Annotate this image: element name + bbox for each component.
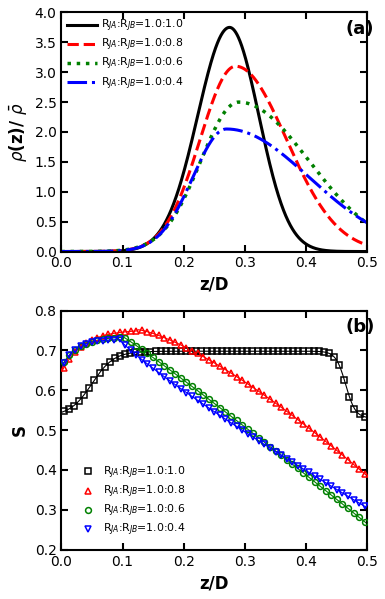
R$_{JA}$:R$_{JB}$=1.0:0.8 bbox=[300, 170, 305, 177]
R$_{JA}$:R$_{JB}$=1.0:0.4 bbox=[362, 503, 367, 510]
R$_{JA}$:R$_{JB}$=1.0:0.6 bbox=[139, 346, 144, 353]
R$_{JA}$:R$_{JB}$=1.0:0.8 bbox=[95, 334, 100, 341]
R$_{JA}$:R$_{JB}$=1.0:0.4 bbox=[62, 360, 66, 367]
Text: (a): (a) bbox=[346, 20, 374, 38]
R$_{JA}$:R$_{JB}$=1.0:0.8 bbox=[62, 364, 66, 371]
R$_{JA}$:R$_{JB}$=1.0:0.8 bbox=[179, 341, 183, 349]
R$_{JA}$:R$_{JB}$=1.0:0.6 bbox=[62, 359, 66, 366]
R$_{JA}$:R$_{JB}$=1.0:0.6 bbox=[208, 135, 213, 143]
Text: (b): (b) bbox=[346, 317, 375, 335]
R$_{JA}$:R$_{JB}$=1.0:0.6 bbox=[199, 155, 204, 162]
R$_{JA}$:R$_{JB}$=1.0:0.6 bbox=[179, 374, 183, 382]
R$_{JA}$:R$_{JB}$=1.0:1.0 bbox=[138, 349, 142, 356]
Line: R$_{JA}$:R$_{JB}$=1.0:0.6: R$_{JA}$:R$_{JB}$=1.0:0.6 bbox=[61, 102, 367, 252]
Line: R$_{JA}$:R$_{JB}$=1.0:1.0: R$_{JA}$:R$_{JB}$=1.0:1.0 bbox=[61, 348, 368, 420]
X-axis label: z/D: z/D bbox=[199, 276, 229, 294]
R$_{JA}$:R$_{JB}$=1.0:0.4 bbox=[75, 248, 79, 255]
R$_{JA}$:R$_{JB}$=1.0:0.8 bbox=[208, 105, 213, 113]
R$_{JA}$:R$_{JB}$=1.0:1.0 bbox=[365, 248, 370, 255]
R$_{JA}$:R$_{JB}$=1.0:1.0 bbox=[227, 24, 232, 31]
R$_{JA}$:R$_{JB}$=1.0:0.8 bbox=[335, 447, 339, 454]
R$_{JA}$:R$_{JB}$=1.0:0.6 bbox=[300, 149, 305, 156]
R$_{JA}$:R$_{JB}$=1.0:1.0 bbox=[300, 238, 305, 245]
R$_{JA}$:R$_{JB}$=1.0:1.0 bbox=[75, 248, 79, 255]
R$_{JA}$:R$_{JB}$=1.0:0.6 bbox=[75, 248, 79, 255]
R$_{JA}$:R$_{JB}$=1.0:0.8 bbox=[365, 241, 370, 249]
R$_{JA}$:R$_{JB}$=1.0:0.8 bbox=[75, 248, 79, 255]
R$_{JA}$:R$_{JB}$=1.0:0.4 bbox=[117, 336, 122, 343]
R$_{JA}$:R$_{JB}$=1.0:1.0 bbox=[362, 413, 367, 420]
R$_{JA}$:R$_{JB}$=1.0:0.4 bbox=[224, 125, 229, 132]
Line: R$_{JA}$:R$_{JB}$=1.0:0.8: R$_{JA}$:R$_{JB}$=1.0:0.8 bbox=[61, 66, 367, 252]
R$_{JA}$:R$_{JB}$=1.0:0.8 bbox=[139, 326, 144, 334]
R$_{JA}$:R$_{JB}$=1.0:0.8 bbox=[117, 329, 122, 336]
Y-axis label: $\rho$(z)/ $\bar{\rho}$: $\rho$(z)/ $\bar{\rho}$ bbox=[7, 102, 29, 162]
R$_{JA}$:R$_{JB}$=1.0:1.0 bbox=[208, 62, 213, 69]
X-axis label: z/D: z/D bbox=[199, 574, 229, 592]
R$_{JA}$:R$_{JB}$=1.0:1.0 bbox=[260, 347, 265, 355]
R$_{JA}$:R$_{JB}$=1.0:1.0 bbox=[59, 248, 64, 255]
R$_{JA}$:R$_{JB}$=1.0:0.6 bbox=[365, 220, 370, 227]
R$_{JA}$:R$_{JB}$=1.0:0.6 bbox=[59, 248, 64, 255]
R$_{JA}$:R$_{JB}$=1.0:0.6 bbox=[335, 496, 339, 503]
R$_{JA}$:R$_{JB}$=1.0:1.0 bbox=[148, 348, 153, 355]
R$_{JA}$:R$_{JB}$=1.0:0.6 bbox=[95, 337, 100, 344]
R$_{JA}$:R$_{JB}$=1.0:0.4 bbox=[300, 168, 305, 175]
R$_{JA}$:R$_{JB}$=1.0:0.4 bbox=[179, 385, 183, 392]
R$_{JA}$:R$_{JB}$=1.0:0.4 bbox=[95, 338, 100, 345]
R$_{JA}$:R$_{JB}$=1.0:0.8 bbox=[233, 63, 238, 70]
Line: R$_{JA}$:R$_{JB}$=1.0:0.8: R$_{JA}$:R$_{JB}$=1.0:0.8 bbox=[61, 328, 368, 477]
R$_{JA}$:R$_{JB}$=1.0:0.8 bbox=[59, 248, 64, 255]
R$_{JA}$:R$_{JB}$=1.0:1.0 bbox=[199, 94, 204, 101]
R$_{JA}$:R$_{JB}$=1.0:0.4 bbox=[208, 139, 213, 146]
R$_{JA}$:R$_{JB}$=1.0:0.4 bbox=[357, 500, 362, 507]
R$_{JA}$:R$_{JB}$=1.0:0.8 bbox=[357, 465, 362, 473]
R$_{JA}$:R$_{JB}$=1.0:0.8 bbox=[362, 470, 367, 477]
R$_{JA}$:R$_{JB}$=1.0:0.8 bbox=[356, 238, 361, 245]
Legend: R$_{JA}$:R$_{JB}$=1.0:1.0, R$_{JA}$:R$_{JB}$=1.0:0.8, R$_{JA}$:R$_{JB}$=1.0:0.6,: R$_{JA}$:R$_{JB}$=1.0:1.0, R$_{JA}$:R$_{… bbox=[65, 16, 186, 94]
R$_{JA}$:R$_{JB}$=1.0:0.4 bbox=[335, 486, 339, 493]
Line: R$_{JA}$:R$_{JB}$=1.0:0.4: R$_{JA}$:R$_{JB}$=1.0:0.4 bbox=[61, 129, 367, 252]
R$_{JA}$:R$_{JB}$=1.0:0.8 bbox=[356, 238, 361, 245]
R$_{JA}$:R$_{JB}$=1.0:0.6 bbox=[356, 213, 361, 220]
R$_{JA}$:R$_{JB}$=1.0:0.6 bbox=[123, 334, 127, 341]
R$_{JA}$:R$_{JB}$=1.0:0.6 bbox=[362, 518, 367, 525]
R$_{JA}$:R$_{JB}$=1.0:0.4 bbox=[356, 214, 361, 221]
R$_{JA}$:R$_{JB}$=1.0:0.6 bbox=[117, 334, 122, 341]
Legend: R$_{JA}$:R$_{JB}$=1.0:1.0, R$_{JA}$:R$_{JB}$=1.0:0.8, R$_{JA}$:R$_{JB}$=1.0:0.6,: R$_{JA}$:R$_{JB}$=1.0:1.0, R$_{JA}$:R$_{… bbox=[75, 462, 188, 540]
R$_{JA}$:R$_{JB}$=1.0:0.6 bbox=[357, 514, 362, 521]
R$_{JA}$:R$_{JB}$=1.0:0.4 bbox=[356, 214, 361, 221]
R$_{JA}$:R$_{JB}$=1.0:0.8 bbox=[134, 328, 139, 335]
R$_{JA}$:R$_{JB}$=1.0:1.0 bbox=[164, 347, 168, 355]
R$_{JA}$:R$_{JB}$=1.0:1.0 bbox=[62, 408, 66, 415]
R$_{JA}$:R$_{JB}$=1.0:1.0 bbox=[356, 248, 361, 255]
R$_{JA}$:R$_{JB}$=1.0:1.0 bbox=[250, 347, 255, 355]
Line: R$_{JA}$:R$_{JB}$=1.0:0.6: R$_{JA}$:R$_{JB}$=1.0:0.6 bbox=[61, 334, 368, 525]
R$_{JA}$:R$_{JB}$=1.0:0.4 bbox=[365, 219, 370, 226]
R$_{JA}$:R$_{JB}$=1.0:1.0 bbox=[356, 248, 361, 255]
R$_{JA}$:R$_{JB}$=1.0:1.0 bbox=[112, 355, 117, 362]
R$_{JA}$:R$_{JB}$=1.0:0.4 bbox=[59, 248, 64, 255]
R$_{JA}$:R$_{JB}$=1.0:1.0 bbox=[158, 348, 163, 355]
Line: R$_{JA}$:R$_{JB}$=1.0:0.4: R$_{JA}$:R$_{JB}$=1.0:0.4 bbox=[61, 337, 368, 509]
R$_{JA}$:R$_{JB}$=1.0:0.6 bbox=[356, 213, 361, 220]
Y-axis label: S: S bbox=[11, 424, 29, 436]
R$_{JA}$:R$_{JB}$=1.0:0.4 bbox=[123, 341, 127, 349]
Line: R$_{JA}$:R$_{JB}$=1.0:1.0: R$_{JA}$:R$_{JB}$=1.0:1.0 bbox=[61, 28, 367, 252]
R$_{JA}$:R$_{JB}$=1.0:0.8 bbox=[199, 130, 204, 137]
R$_{JA}$:R$_{JB}$=1.0:0.4 bbox=[199, 154, 204, 161]
R$_{JA}$:R$_{JB}$=1.0:0.6 bbox=[236, 98, 241, 105]
R$_{JA}$:R$_{JB}$=1.0:0.4 bbox=[139, 356, 144, 363]
